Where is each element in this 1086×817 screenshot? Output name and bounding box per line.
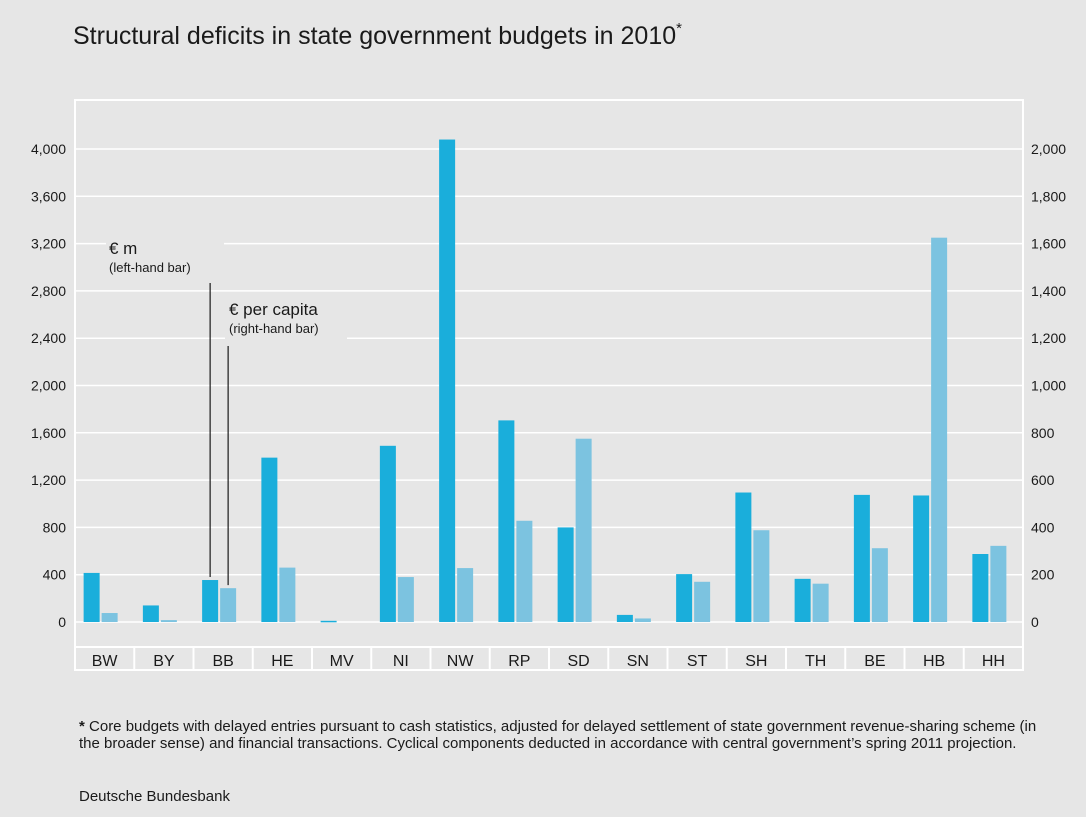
- bar-HB-eur-per-capita: [931, 237, 948, 622]
- right-tick-label: 400: [1031, 519, 1055, 535]
- annotation-sublabel-right-bar: (right-hand bar): [229, 321, 319, 336]
- category-label: HE: [271, 653, 293, 670]
- bar-BY-eur-per-capita: [160, 620, 177, 622]
- bar-BB-eur-m: [202, 580, 219, 622]
- bar-SN-eur-per-capita: [634, 618, 651, 622]
- annotation-bg: [225, 296, 347, 342]
- bar-BB-eur-per-capita: [220, 588, 237, 622]
- right-tick-label: 1,600: [1031, 236, 1066, 252]
- bar-BW-eur-per-capita: [101, 613, 118, 622]
- bar-HH-eur-m: [972, 554, 989, 622]
- bar-TH-eur-m: [794, 578, 811, 622]
- bar-BE-eur-m: [853, 494, 870, 622]
- bar-HH-eur-per-capita: [990, 545, 1007, 622]
- category-label: NW: [447, 653, 475, 670]
- annotation-label-eur-m: € m: [109, 239, 137, 258]
- left-tick-label: 4,000: [31, 141, 66, 157]
- annotation-label-eur-per-capita: € per capita: [229, 300, 318, 319]
- right-tick-label: 1,800: [1031, 188, 1066, 204]
- bar-NW-eur-m: [439, 139, 456, 623]
- right-tick-label: 200: [1031, 567, 1055, 583]
- category-label: BE: [864, 653, 885, 670]
- category-label: SD: [568, 653, 590, 670]
- bar-NI-eur-per-capita: [397, 577, 414, 622]
- left-tick-label: 1,200: [31, 472, 66, 488]
- category-label: TH: [805, 653, 826, 670]
- category-label: ST: [687, 653, 708, 670]
- annotations: € m (left-hand bar) € per capita (right-han…: [106, 234, 347, 586]
- bar-SH-eur-m: [735, 492, 752, 622]
- annotation-sublabel-left-bar: (left-hand bar): [109, 260, 191, 275]
- bar-NI-eur-m: [379, 445, 396, 622]
- left-tick-label: 2,000: [31, 378, 66, 394]
- bar-NW-eur-per-capita: [457, 568, 474, 622]
- footnote-marker: *: [79, 718, 85, 735]
- bar-BW-eur-m: [83, 572, 100, 622]
- category-label: NI: [393, 653, 409, 670]
- right-tick-label: 1,400: [1031, 283, 1066, 299]
- bar-SD-eur-m: [557, 527, 574, 622]
- bar-HE-eur-per-capita: [279, 567, 296, 622]
- bar-HB-eur-m: [913, 495, 930, 622]
- bar-MV-eur-m: [320, 620, 337, 623]
- category-label: SN: [627, 653, 649, 670]
- category-label: BB: [212, 653, 233, 670]
- left-tick-label: 800: [43, 519, 67, 535]
- footnote-text: Core budgets with delayed entries pursua…: [79, 718, 1037, 752]
- left-tick-label: 400: [43, 567, 67, 583]
- bar-SD-eur-per-capita: [575, 438, 592, 622]
- left-tick-label: 1,600: [31, 425, 66, 441]
- bar-SH-eur-per-capita: [753, 530, 770, 622]
- bar-HE-eur-m: [261, 457, 278, 622]
- bar-RP-eur-m: [498, 420, 515, 622]
- bar-ST-eur-per-capita: [694, 581, 711, 622]
- left-tick-label: 3,200: [31, 236, 66, 252]
- left-tick-label: 2,800: [31, 283, 66, 299]
- bar-BY-eur-m: [142, 605, 159, 622]
- category-label: MV: [330, 653, 354, 670]
- right-tick-label: 1,000: [1031, 378, 1066, 394]
- bar-SN-eur-m: [616, 614, 633, 622]
- category-label: HH: [982, 653, 1005, 670]
- chart-title: Structural deficits in state government …: [73, 20, 682, 51]
- right-tick-label: 0: [1031, 614, 1039, 630]
- bar-TH-eur-per-capita: [812, 583, 829, 622]
- right-tick-label: 800: [1031, 425, 1055, 441]
- right-tick-label: 600: [1031, 472, 1055, 488]
- category-label: HB: [923, 653, 945, 670]
- bar-ST-eur-m: [676, 574, 693, 622]
- left-tick-label: 0: [58, 614, 66, 630]
- right-tick-label: 1,200: [1031, 330, 1066, 346]
- left-tick-label: 3,600: [31, 188, 66, 204]
- right-axis-ticks: 0 200 400 600 800 1,000 1,200 1,400 1,600 1,800 2,…: [1031, 141, 1066, 630]
- footnote: * Core budgets with delayed entries purs…: [79, 718, 1054, 752]
- bar-BE-eur-per-capita: [871, 548, 888, 622]
- left-tick-label: 2,400: [31, 330, 66, 346]
- chart-title-marker: *: [676, 20, 682, 37]
- bar-chart: 0 400 800 1,200 1,600 2,000 2,400 2,800 3,200 3,6…: [31, 99, 1066, 671]
- category-label: BW: [92, 653, 119, 670]
- bar-RP-eur-per-capita: [516, 520, 533, 622]
- bars: [83, 139, 1007, 623]
- chart-title-text: Structural deficits in state government …: [73, 22, 677, 50]
- category-label: SH: [745, 653, 767, 670]
- category-axis: BW BY BB HE MV NI NW RP SD SN ST SH TH BE HB HH: [92, 647, 1005, 670]
- left-axis-ticks: 0 400 800 1,200 1,600 2,000 2,400 2,800 3,200 3,6…: [31, 141, 66, 630]
- category-label: BY: [153, 653, 175, 670]
- category-label: RP: [508, 653, 530, 670]
- annotation-bg: [106, 234, 224, 280]
- right-tick-label: 2,000: [1031, 141, 1066, 157]
- source: Deutsche Bundesbank: [79, 788, 230, 805]
